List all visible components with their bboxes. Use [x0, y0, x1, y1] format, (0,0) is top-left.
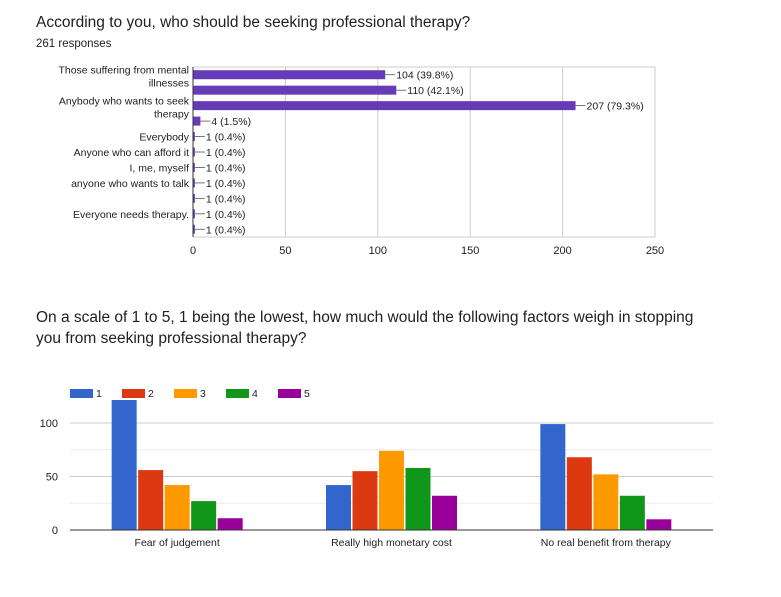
chart2-category-label: Really high monetary cost: [331, 537, 452, 549]
chart1-bar: [193, 85, 397, 95]
chart2-bar: [164, 485, 190, 530]
chart2-bar: [593, 474, 619, 530]
chart2-legend-swatch: [122, 389, 145, 398]
chart2-legend-label: 5: [304, 388, 310, 400]
chart1-data-label: 1 (0.4%): [206, 162, 246, 174]
chart1-bar: [193, 224, 195, 234]
chart1-data-label: 207 (79.3%): [587, 101, 644, 113]
chart1-x-tick-label: 0: [190, 245, 196, 257]
chart2-category-label: No real benefit from therapy: [541, 537, 672, 549]
chart2-y-tick-label: 50: [46, 472, 58, 484]
chart1-bar: [193, 147, 195, 157]
chart1-bar: [193, 132, 195, 142]
chart2-category-label: Fear of judgement: [135, 537, 220, 549]
chart1-category-label: Anybody who wants to seek: [59, 96, 190, 108]
question2-title-line2: you from seeking professional therapy?: [36, 330, 307, 347]
chart1-bar: [193, 101, 576, 111]
chart1-bar: [193, 70, 386, 80]
chart1-category-label: illnesses: [149, 78, 189, 90]
chart2-bar: [619, 495, 645, 530]
chart2-legend-label: 1: [96, 388, 102, 400]
chart1-data-label: 1 (0.4%): [206, 193, 246, 205]
chart1-category-label: Those suffering from mental: [58, 65, 189, 77]
chart1-category-label: anyone who wants to talk: [71, 178, 190, 190]
chart1-data-label: 1 (0.4%): [206, 147, 246, 159]
chart2-bar: [352, 471, 378, 530]
chart2-bar: [191, 501, 217, 530]
chart2-bar: [646, 519, 672, 530]
chart2-bar: [217, 518, 243, 530]
chart2-bar: [379, 450, 404, 530]
chart2-legend-swatch: [226, 389, 249, 398]
chart1-x-tick-label: 150: [461, 245, 479, 257]
chart1-x-tick-label: 250: [646, 245, 664, 257]
chart1-x-tick-label: 50: [279, 245, 291, 257]
chart1-category-label: I, me, myself: [129, 162, 189, 174]
chart2-y-tick-label: 100: [40, 418, 58, 430]
chart1-data-label: 110 (42.1%): [407, 85, 463, 97]
chart1-x-tick-label: 200: [553, 245, 571, 257]
chart1-data-label: 104 (39.8%): [396, 70, 453, 82]
chart2-bar: [326, 485, 351, 530]
chart2-legend-swatch: [174, 389, 197, 398]
chart2-bar: [432, 495, 457, 530]
chart2-y-tick-label: 0: [52, 525, 58, 537]
chart1-data-label: 1 (0.4%): [206, 224, 246, 236]
chart1-bar: [193, 193, 195, 203]
chart1-category-label: therapy: [154, 109, 190, 121]
chart1-bar: [193, 178, 195, 188]
chart1-category-label: Anyone who can afford it: [74, 147, 189, 159]
chart2-legend-swatch: [70, 389, 93, 398]
chart1-data-label: 4 (1.5%): [211, 116, 251, 128]
chart1-bar: [193, 162, 195, 172]
chart1-data-label: 1 (0.4%): [206, 178, 246, 190]
question2-title: On a scale of 1 to 5, 1 being the lowest…: [36, 307, 693, 349]
chart2-bar: [566, 457, 592, 530]
chart1-bar: [193, 209, 195, 219]
chart2-bar: [138, 470, 164, 530]
question2-title-line1: On a scale of 1 to 5, 1 being the lowest…: [36, 309, 694, 326]
chart2-legend-label: 3: [200, 388, 206, 400]
chart1-data-label: 1 (0.4%): [206, 132, 246, 144]
chart1-category-label: Everyone needs therapy.: [73, 209, 189, 221]
chart2-legend-label: 2: [148, 388, 154, 400]
chart2-bar: [405, 467, 431, 530]
question1-title: According to you, who should be seeking …: [36, 14, 471, 31]
chart2-bar: [540, 424, 566, 530]
chart2-legend-swatch: [278, 389, 301, 398]
chart2-bar: [111, 400, 137, 530]
chart1-category-label: Everybody: [139, 132, 189, 144]
question1-response-count: 261 responses: [36, 38, 112, 50]
chart1-bar: [193, 116, 201, 126]
chart2-legend-label: 4: [252, 388, 258, 400]
chart1-data-label: 1 (0.4%): [206, 209, 246, 221]
chart1-x-tick-label: 100: [369, 245, 387, 257]
